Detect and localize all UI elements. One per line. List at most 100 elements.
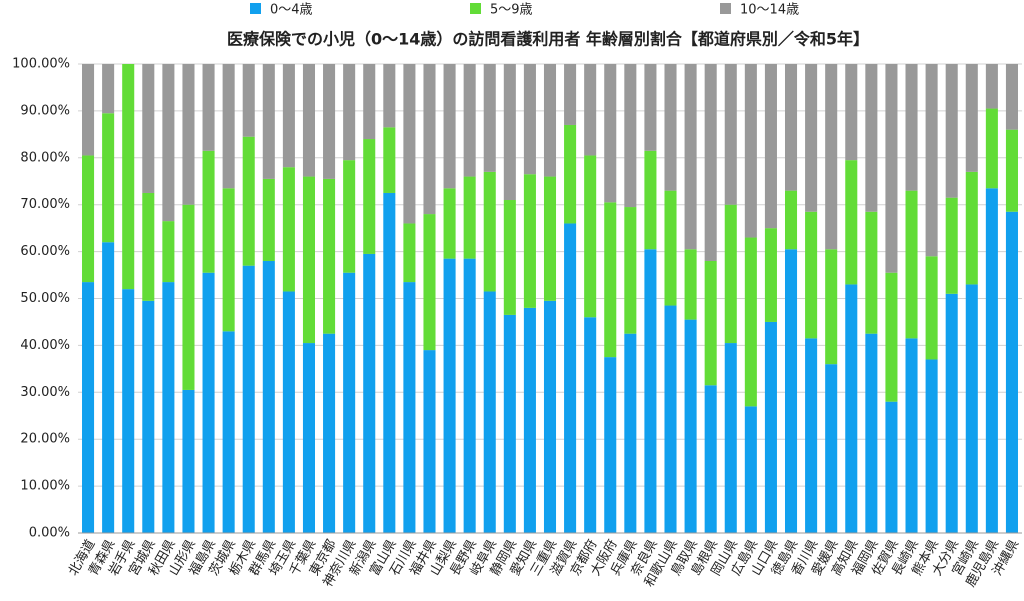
bar-segment: [242, 265, 255, 533]
bar-segment: [985, 108, 998, 189]
bar-segment: [323, 178, 336, 334]
bar-segment: [805, 64, 818, 212]
chart-title: 医療保険での小児（0〜14歳）の訪問看護利用者 年齢層別割合【都道府県別／令和5…: [227, 30, 869, 49]
bar-segment: [262, 260, 275, 533]
bar-segment: [302, 64, 316, 177]
bar-segment: [584, 64, 597, 156]
bar-segment: [664, 64, 677, 191]
bar-segment: [905, 64, 918, 191]
bar-segment: [443, 188, 456, 259]
bar-segment: [564, 64, 577, 125]
bar-segment: [383, 64, 396, 128]
bar-segment: [704, 385, 717, 533]
bar-segment: [423, 64, 436, 215]
bar-segment: [423, 350, 436, 533]
legend-marker: [470, 3, 481, 14]
bar-segment: [784, 249, 798, 533]
bar-segment: [885, 401, 898, 533]
y-tick-label: 30.00%: [20, 385, 70, 400]
bar-segment: [604, 357, 617, 533]
bar-segment: [463, 64, 476, 177]
bar-segment: [523, 307, 536, 533]
bar-segment: [704, 260, 717, 386]
bar-segment: [363, 139, 376, 254]
bar-segment: [202, 272, 215, 533]
bar-segment: [523, 174, 536, 308]
bar-segment: [122, 289, 135, 533]
bar-segment: [945, 197, 958, 294]
bar-segment: [945, 64, 958, 198]
bar-segment: [905, 190, 918, 339]
bar-segment: [624, 64, 637, 208]
y-tick-label: 40.00%: [20, 338, 70, 353]
bar-segment: [102, 113, 115, 243]
bar-segment: [684, 64, 697, 250]
bar-segment: [584, 155, 597, 318]
bar-segment: [102, 242, 115, 533]
bar-segment: [503, 200, 516, 315]
bar-segment: [102, 64, 115, 114]
bar-segment: [82, 282, 95, 533]
bar-segment: [182, 204, 195, 390]
bar-segment: [202, 150, 215, 273]
bar-segment: [825, 64, 838, 250]
bar-segment: [865, 333, 878, 533]
bar-segment: [343, 272, 356, 533]
bar-segment: [142, 300, 155, 533]
y-tick-label: 80.00%: [20, 150, 70, 165]
bar-segment: [1005, 64, 1018, 130]
bar-segment: [523, 64, 536, 175]
bar-segment: [1005, 129, 1018, 212]
bar-segment: [483, 64, 496, 172]
bar-segment: [242, 136, 255, 266]
bar-segment: [925, 256, 938, 360]
bar-segment: [845, 64, 858, 161]
bar-segment: [162, 282, 175, 533]
bar-segment: [865, 64, 878, 212]
legend-marker: [720, 3, 731, 14]
bar-segment: [784, 190, 798, 250]
bar-segment: [564, 124, 577, 224]
legend-label: 10〜14歳: [740, 3, 799, 18]
bar-segment: [543, 176, 557, 301]
bar-segment: [443, 64, 456, 189]
bar-segment: [483, 171, 496, 292]
bar-segment: [282, 64, 295, 168]
bar-segment: [624, 333, 637, 533]
bar-segment: [764, 64, 777, 229]
bar-segment: [604, 64, 617, 203]
bar-segment: [644, 150, 657, 250]
bar-segment: [744, 64, 757, 238]
bar-segment: [262, 64, 275, 179]
bar-segment: [764, 228, 777, 322]
bar-segment: [825, 249, 838, 365]
bar-segment: [905, 338, 918, 533]
y-tick-label: 50.00%: [20, 291, 70, 306]
bar-segment: [222, 331, 235, 533]
bar-segment: [945, 293, 958, 533]
bar-segment: [664, 305, 677, 533]
bar-segment: [624, 207, 637, 334]
bar-segment: [885, 64, 898, 273]
bar-segment: [82, 155, 95, 283]
bar-segment: [323, 64, 336, 179]
bar-segment: [202, 64, 215, 151]
bar-segment: [684, 249, 697, 320]
bar-segment: [543, 300, 557, 533]
bar-segment: [463, 176, 476, 259]
bar-segment: [343, 160, 356, 273]
bar-segment: [644, 64, 657, 151]
bar-segment: [182, 64, 195, 205]
bar-segment: [724, 204, 737, 344]
bar-segment: [162, 64, 175, 222]
bar-segment: [182, 389, 195, 533]
bar-segment: [503, 64, 516, 201]
bar-segment: [343, 64, 356, 161]
bar-segment: [503, 314, 516, 533]
bar-segment: [925, 359, 938, 533]
bar-segment: [965, 64, 978, 172]
bar-segment: [383, 127, 396, 193]
bar-segment: [122, 64, 135, 290]
bar-segment: [323, 333, 336, 533]
